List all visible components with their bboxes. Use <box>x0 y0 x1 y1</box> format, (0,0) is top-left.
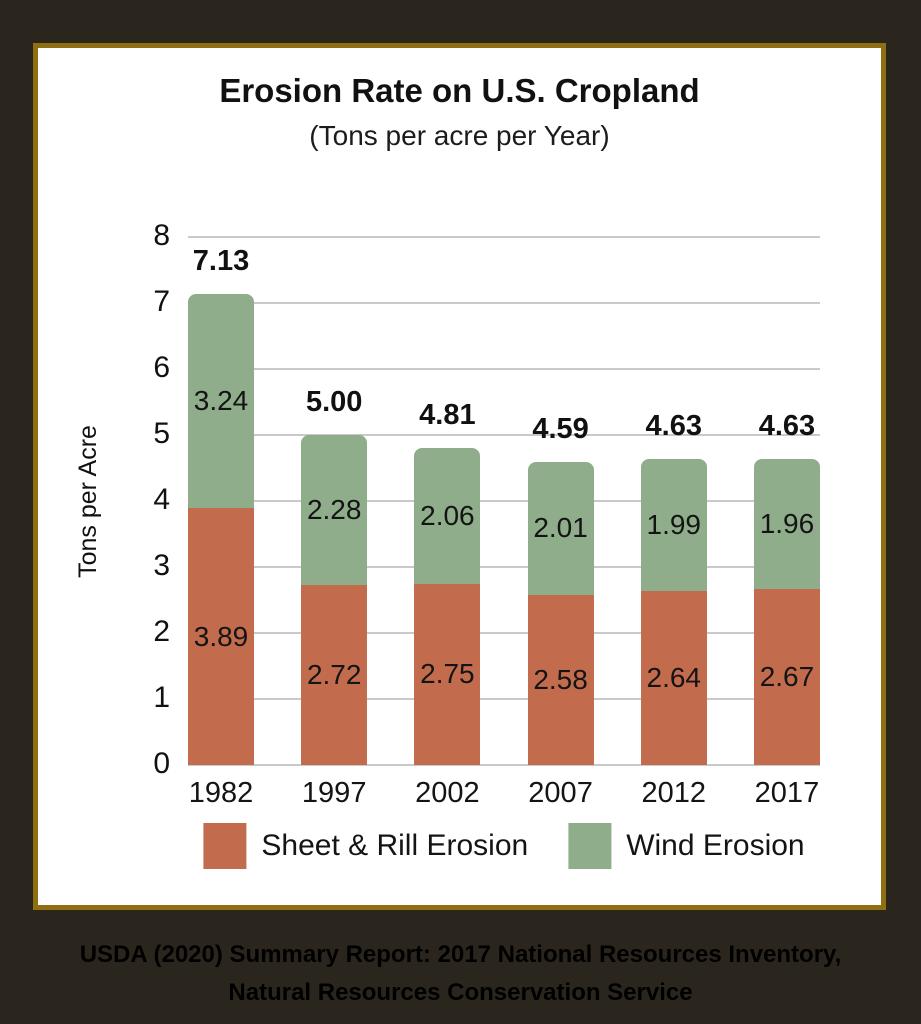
gridline-y-0 <box>188 764 820 766</box>
y-tick-label-2: 2 <box>153 614 170 648</box>
bar-total-label-2012: 4.63 <box>645 410 702 443</box>
plot-area: Tons per Acre 0 1 2 3 4 5 6 7 8 3.24 3.89 7.13 1982 2… <box>74 220 820 869</box>
bar-stack-2012: 1.99 2.64 <box>640 459 707 765</box>
x-tick-label-2017: 2017 <box>754 777 820 809</box>
y-axis-title: Tons per Acre <box>66 237 110 765</box>
legend-swatch <box>203 823 247 869</box>
x-tick-label-2012: 2012 <box>641 777 707 809</box>
x-tick-label-1982: 1982 <box>188 777 254 809</box>
bar-segment-wind-2002: 2.06 <box>414 447 481 584</box>
bar-stack-2007: 2.01 2.58 <box>527 462 594 765</box>
chart-card: Erosion Rate on U.S. Cropland (Tons per … <box>33 43 886 910</box>
chart-title: Erosion Rate on U.S. Cropland <box>219 72 700 109</box>
y-tick-label-0: 0 <box>153 746 170 780</box>
y-tick-label-3: 3 <box>153 548 170 582</box>
bar-segment-wind-1997: 2.28 <box>301 435 368 586</box>
bar-1997: 2.28 2.72 5.00 1997 <box>301 237 368 809</box>
legend-label: Sheet & Rill Erosion <box>261 829 529 862</box>
y-tick-label-4: 4 <box>153 482 170 516</box>
bar-segment-sheet-rill-2012: 2.64 <box>640 590 707 765</box>
y-tick-label-6: 6 <box>153 350 170 384</box>
legend-item-sheet-rill-erosion: Sheet & Rill Erosion <box>203 823 528 869</box>
bar-segment-wind-2017: 1.96 <box>753 459 820 589</box>
gridline-y-8 <box>188 236 820 238</box>
source-caption: USDA (2020) Summary Report: 2017 Nationa… <box>0 936 921 1012</box>
bar-2002: 2.06 2.75 4.81 2002 <box>414 237 481 809</box>
legend-label: Wind Erosion <box>626 829 805 862</box>
bar-total-label-2002: 4.81 <box>419 398 476 431</box>
gridline-y-3 <box>188 566 820 568</box>
bar-2012: 1.99 2.64 4.63 2012 <box>640 237 707 809</box>
x-tick-label-2007: 2007 <box>528 777 593 809</box>
x-tick-label-1997: 1997 <box>301 777 367 809</box>
bar-stack-1982: 3.24 3.89 <box>188 294 254 765</box>
bar-segment-sheet-rill-2007: 2.58 <box>527 594 594 765</box>
bar-segment-sheet-rill-1982: 3.89 <box>188 508 254 765</box>
bar-segment-sheet-rill-2002: 2.75 <box>414 583 481 765</box>
gridline-y-2 <box>188 632 820 634</box>
bar-segment-wind-1982: 3.24 <box>188 294 254 509</box>
legend: Sheet & Rill Erosion Wind Erosion <box>203 823 805 869</box>
source-caption-line1: USDA (2020) Summary Report: 2017 Nationa… <box>79 941 842 968</box>
bar-segment-sheet-rill-1997: 2.72 <box>301 585 368 765</box>
gridline-y-5 <box>188 434 820 436</box>
legend-swatch <box>568 823 612 869</box>
bar-total-label-1997: 5.00 <box>305 386 363 418</box>
y-tick-label-8: 8 <box>153 218 170 252</box>
y-tick-label-5: 5 <box>153 416 170 450</box>
bar-segment-wind-2012: 1.99 <box>640 459 707 591</box>
bar-total-label-1982: 7.13 <box>192 245 250 278</box>
bar-2017: 1.96 2.67 4.63 2017 <box>753 237 820 809</box>
y-axis-title-text: Tons per Acre <box>73 424 102 578</box>
x-tick-label-2002: 2002 <box>415 777 480 809</box>
bar-1982: 3.24 3.89 7.13 1982 <box>188 237 254 809</box>
gridline-y-1 <box>188 698 820 700</box>
gridline-y-4 <box>188 500 820 502</box>
bar-stack-1997: 2.28 2.72 <box>301 435 368 765</box>
bar-stack-2002: 2.06 2.75 <box>414 447 481 765</box>
y-tick-label-1: 1 <box>153 680 170 714</box>
gridline-y-7 <box>188 302 820 304</box>
gridline-y-6 <box>188 368 820 370</box>
bar-total-label-2017: 4.63 <box>758 410 816 443</box>
bar-segment-wind-2007: 2.01 <box>527 462 594 595</box>
bar-stack-2017: 1.96 2.67 <box>753 459 820 765</box>
chart-subtitle: (Tons per acre per Year) <box>309 120 610 151</box>
y-tick-label-7: 7 <box>153 284 170 318</box>
bar-total-label-2007: 4.59 <box>532 413 589 446</box>
source-caption-line2: Natural Resources Conservation Service <box>228 979 693 1006</box>
legend-item-wind-erosion: Wind Erosion <box>568 823 805 869</box>
bar-segment-sheet-rill-2017: 2.67 <box>753 588 820 765</box>
bar-2007: 2.01 2.58 4.59 2007 <box>527 237 594 809</box>
bars-container: 3.24 3.89 7.13 1982 2.28 2.72 5.00 1997 2.06 2.75… <box>188 237 820 809</box>
